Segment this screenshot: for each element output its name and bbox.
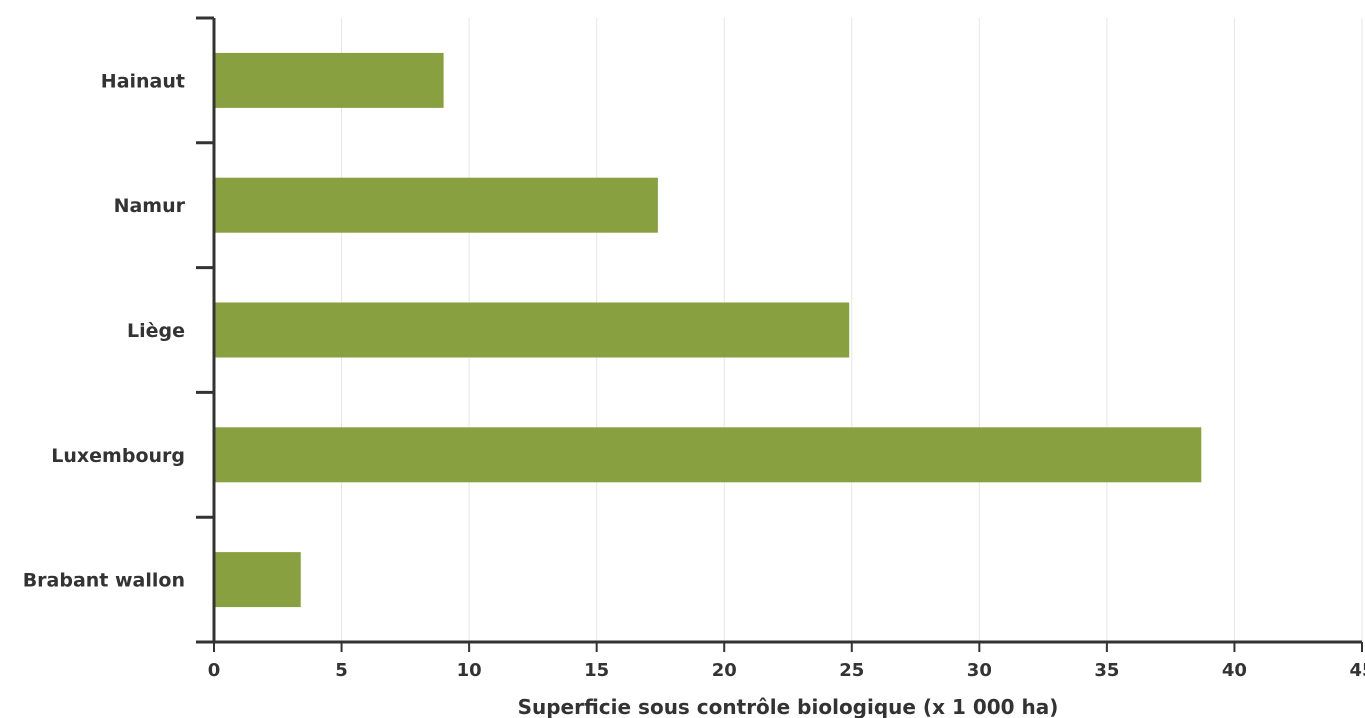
x-tick-label: 25 (839, 660, 864, 681)
x-tick-label: 15 (584, 660, 609, 681)
category-label: Liège (127, 320, 185, 342)
x-tick-label: 30 (967, 660, 992, 681)
grid-lines (341, 18, 1363, 642)
x-tick-label: 5 (335, 660, 348, 681)
x-tick-label: 10 (457, 660, 482, 681)
x-tick-label: 0 (208, 660, 221, 681)
bar (215, 177, 658, 233)
x-tick-label: 45 (1349, 660, 1365, 681)
x-tick-label: 40 (1222, 660, 1247, 681)
bar (215, 427, 1202, 483)
category-label: Namur (114, 195, 186, 217)
x-tick-label: 35 (1094, 660, 1119, 681)
category-label: Hainaut (101, 70, 185, 92)
axes (196, 16, 1363, 652)
category-label: Luxembourg (51, 445, 185, 467)
x-tick-label: 20 (712, 660, 737, 681)
bar (215, 302, 850, 358)
x-tick-labels: 0 5 10 15 20 25 30 35 40 45 (208, 660, 1365, 681)
x-axis-title: Superficie sous contrôle biologique (x 1… (518, 695, 1059, 718)
bar (215, 552, 301, 608)
category-label: Brabant wallon (23, 570, 185, 592)
category-labels: Hainaut Namur Liège Luxembourg Brabant wallo… (23, 70, 186, 591)
bar (215, 52, 444, 108)
bars (215, 52, 1202, 608)
